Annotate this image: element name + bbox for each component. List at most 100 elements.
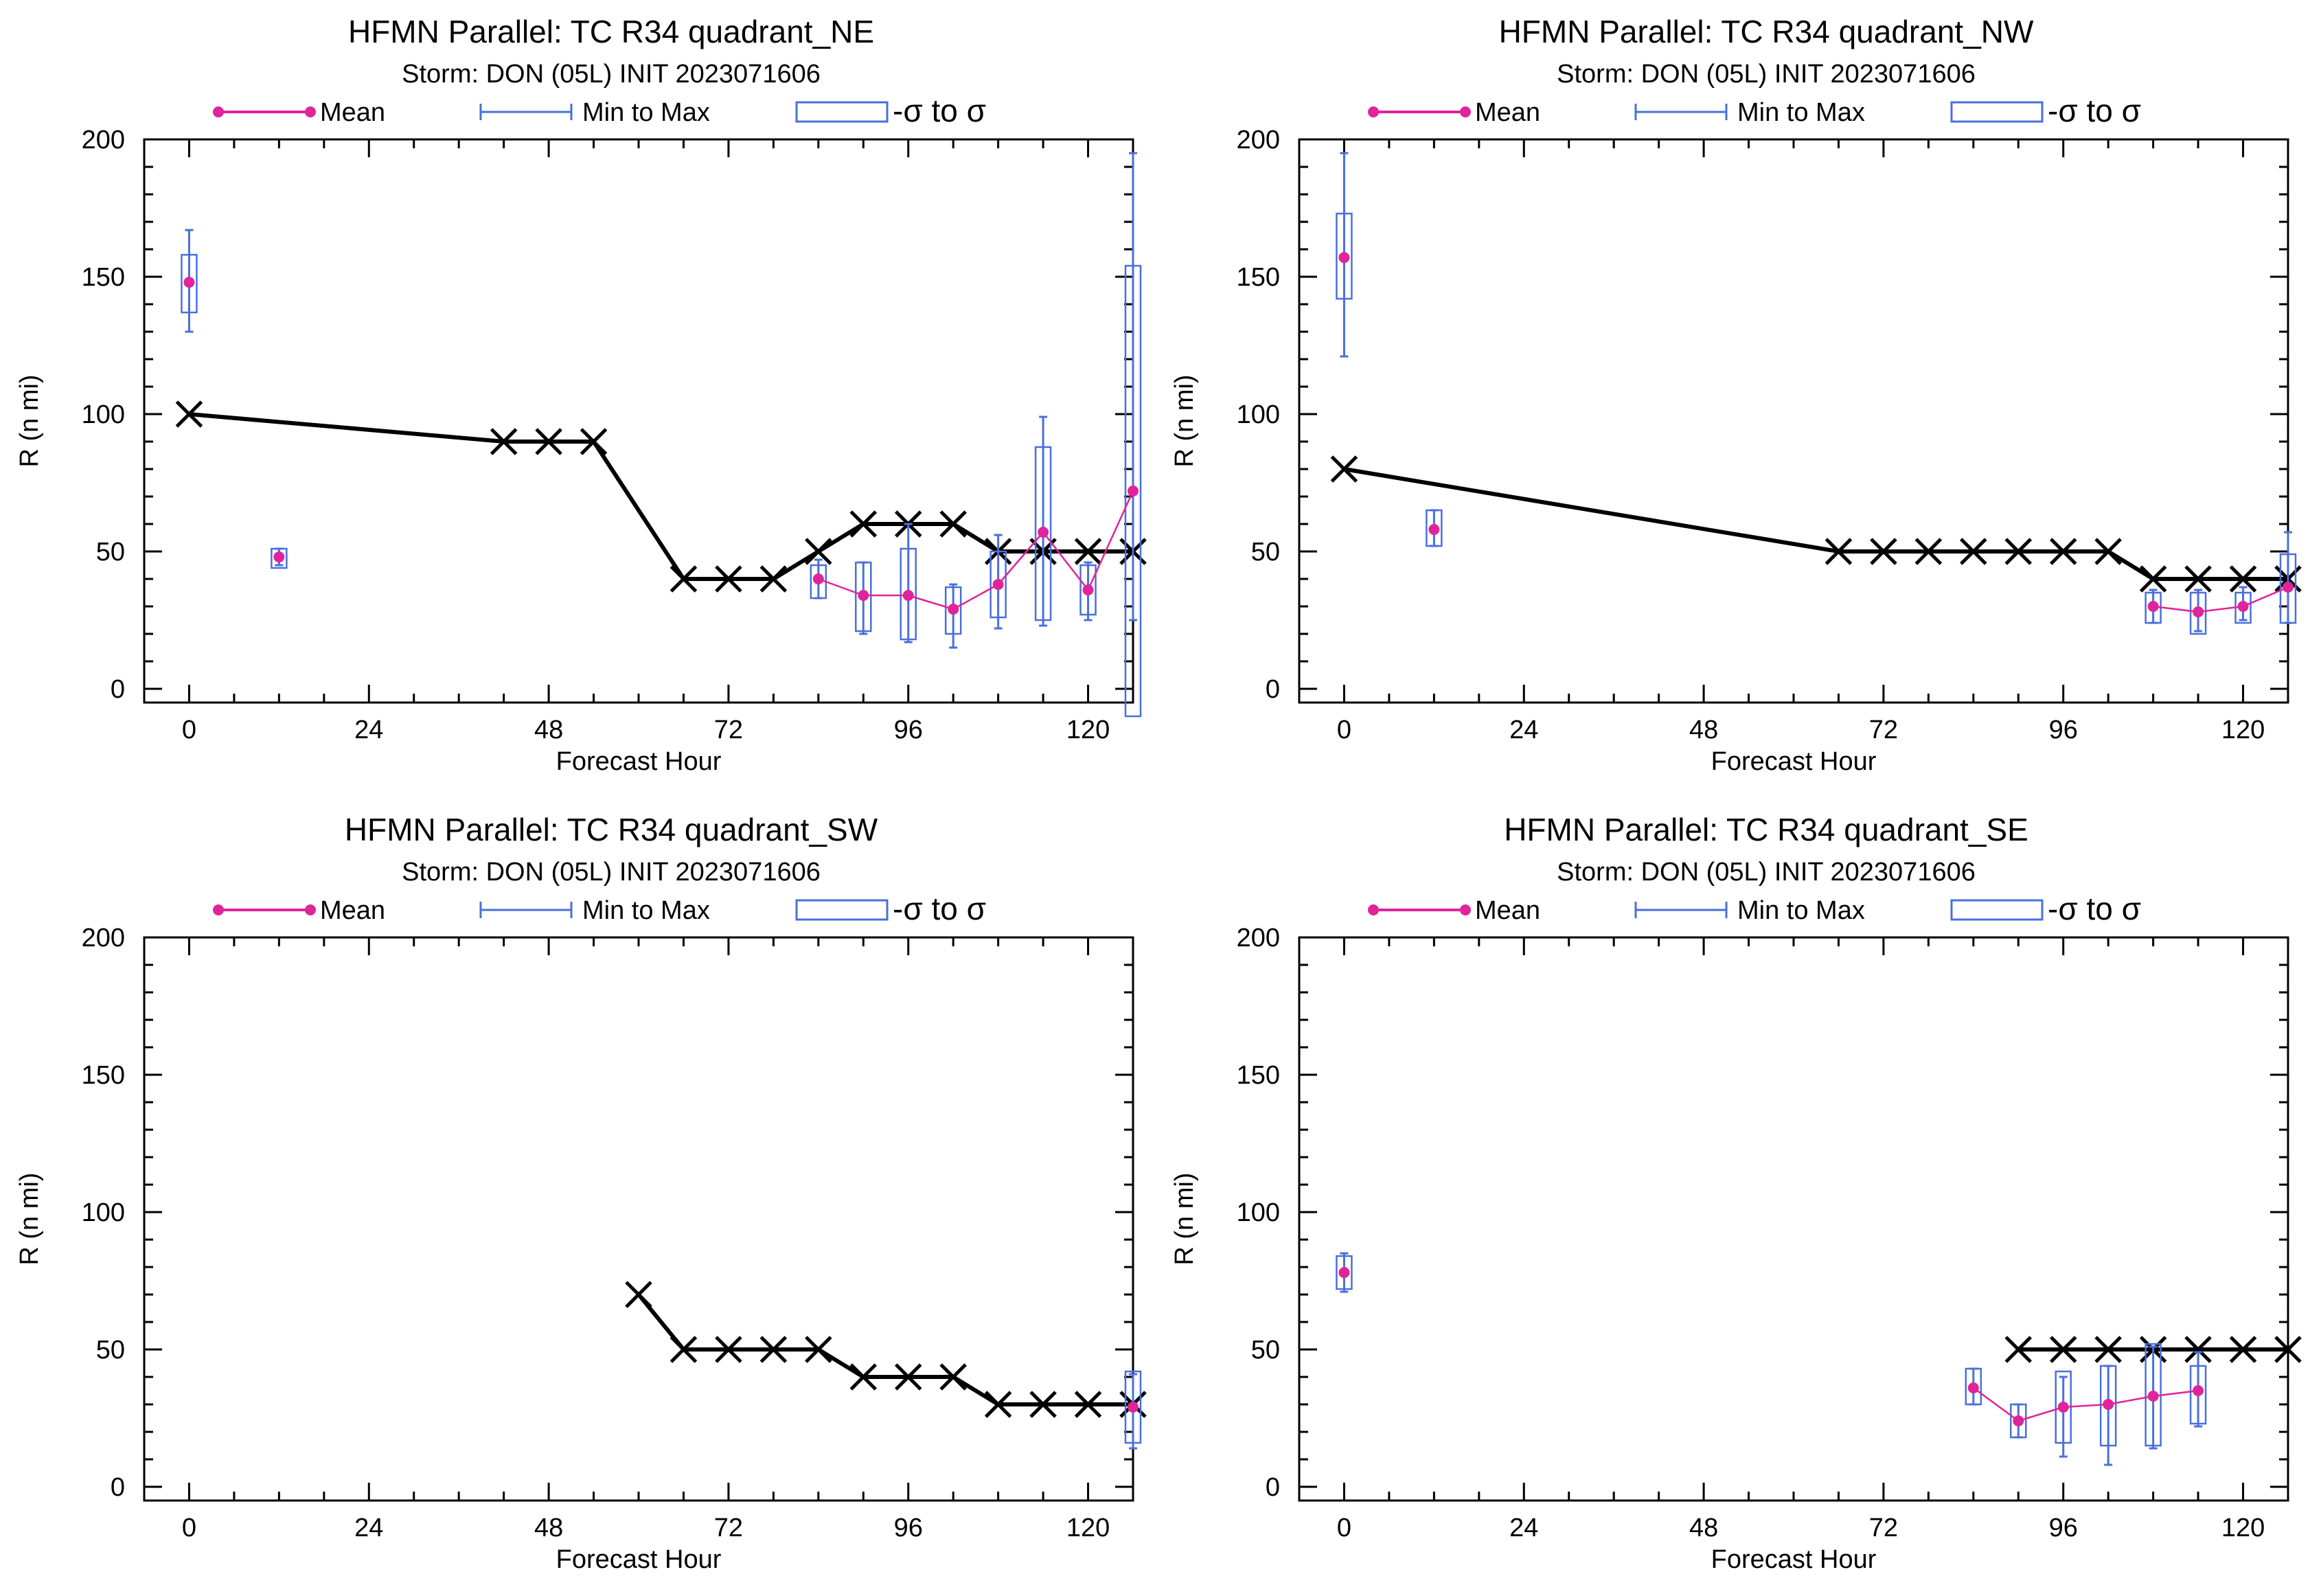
x-tick-label: 0 <box>182 1514 196 1542</box>
chart-panel: HFMN Parallel: TC R34 quadrant_NW Storm: … <box>1155 0 2310 798</box>
mean-marker <box>1082 584 1094 595</box>
observed-x-marker <box>1960 538 1987 565</box>
mean-marker <box>1428 524 1440 535</box>
legend-mean-marker <box>213 904 224 915</box>
mean-marker <box>2147 601 2159 612</box>
legend-mean-label: Mean <box>320 98 385 127</box>
chart-title: HFMN Parallel: TC R34 quadrant_SW <box>345 812 878 847</box>
legend-mean-marker <box>213 106 224 117</box>
mean-marker <box>2237 601 2249 612</box>
y-tick-label: 150 <box>82 1061 125 1090</box>
x-tick-label: 24 <box>354 716 383 744</box>
mean-marker <box>902 590 914 601</box>
observed-x-marker <box>759 565 788 593</box>
y-tick-label: 100 <box>82 400 125 429</box>
legend-sigma-box <box>1950 899 2044 921</box>
observed-x-marker <box>715 565 742 593</box>
observed-x-marker <box>2184 1336 2212 1363</box>
mean-line <box>1042 532 1089 591</box>
x-tick-label: 48 <box>534 716 563 744</box>
observed-x-marker <box>894 1363 922 1391</box>
observed-x-marker <box>984 1391 1012 1418</box>
mean-marker <box>948 604 959 615</box>
observed-x-marker <box>2139 565 2167 593</box>
observed-x-marker <box>580 428 608 455</box>
chart-svg: HFMN Parallel: TC R34 quadrant_SW Storm: … <box>15 812 1147 1574</box>
x-tick-label: 72 <box>1869 1514 1898 1542</box>
mean-marker <box>2013 1415 2024 1426</box>
x-tick-label: 72 <box>1869 716 1898 744</box>
observed-x-marker <box>2049 538 2077 565</box>
observed-x-marker <box>2094 538 2122 565</box>
observed-x-marker <box>849 1363 878 1391</box>
chart-panel: HFMN Parallel: TC R34 quadrant_SE Storm: … <box>1155 798 2310 1596</box>
mean-line <box>2063 1403 2109 1409</box>
x-tick-label: 120 <box>2221 716 2265 744</box>
legend-sigma-label: -σ to σ <box>893 93 986 128</box>
legend-mean-marker <box>1460 106 1471 117</box>
legend-mean-marker <box>1368 106 1379 117</box>
observed-x-marker <box>1914 538 1943 565</box>
observed-x-marker <box>715 1336 742 1363</box>
observed-x-marker <box>490 428 518 455</box>
mean-line <box>997 532 1044 585</box>
x-tick-label: 120 <box>2221 1514 2265 1542</box>
mean-marker <box>858 590 869 601</box>
plot-frame <box>1298 936 2289 1502</box>
y-axis-label: R (n mi) <box>15 1172 44 1265</box>
mean-marker <box>992 579 1004 590</box>
legend-sigma-box <box>795 101 889 123</box>
x-tick-label: 120 <box>1066 1514 1110 1542</box>
x-tick-label: 48 <box>1689 716 1718 744</box>
legend-mean-marker <box>1460 904 1471 915</box>
mean-line <box>1087 490 1134 591</box>
y-tick-label: 100 <box>1237 1198 1280 1227</box>
x-tick-label: 24 <box>1509 1514 1538 1542</box>
observed-x-marker <box>670 565 698 593</box>
y-axis-label: R (n mi) <box>15 374 44 467</box>
legend-sigma-box <box>795 899 889 921</box>
observed-x-marker <box>2229 1336 2257 1363</box>
observed-x-marker <box>1029 1391 1057 1418</box>
legend-sigma-box <box>1950 101 2044 123</box>
chart-subtitle: Storm: DON (05L) INIT 2023071606 <box>1557 858 1976 887</box>
legend-minmax-label: Min to Max <box>1737 98 1865 127</box>
y-axis-label: R (n mi) <box>1170 374 1199 467</box>
observed-x-marker <box>939 510 967 538</box>
chart-subtitle: Storm: DON (05L) INIT 2023071606 <box>402 60 821 89</box>
observed-x-marker <box>759 1336 788 1363</box>
x-tick-label: 48 <box>534 1514 563 1542</box>
chart-panel: HFMN Parallel: TC R34 quadrant_NE Storm: … <box>0 0 1155 798</box>
mean-marker <box>2193 1385 2204 1396</box>
mean-line <box>2243 586 2289 608</box>
observed-x-marker <box>805 538 832 565</box>
x-axis-label: Forecast Hour <box>556 1545 722 1574</box>
mean-marker <box>2193 606 2204 617</box>
observed-x-marker <box>625 1281 652 1308</box>
chart-title: HFMN Parallel: TC R34 quadrant_SE <box>1504 812 2028 847</box>
plot-frame <box>1298 138 2289 704</box>
observed-x-marker <box>1825 538 1853 565</box>
legend-mean-marker <box>1368 904 1379 915</box>
chart-svg: HFMN Parallel: TC R34 quadrant_SE Storm: … <box>1170 812 2302 1574</box>
y-tick-label: 0 <box>111 1473 125 1502</box>
observed-x-marker <box>2229 565 2257 593</box>
observed-x-marker <box>1074 538 1102 565</box>
observed-x-marker <box>2094 1336 2122 1363</box>
observed-x-marker <box>849 510 878 538</box>
mean-marker <box>273 551 285 562</box>
x-tick-label: 120 <box>1066 716 1110 744</box>
y-tick-label: 100 <box>82 1198 125 1227</box>
mean-marker <box>2103 1399 2114 1410</box>
mean-line <box>2153 605 2199 613</box>
x-tick-label: 0 <box>1337 1514 1351 1542</box>
observed-x-marker <box>1074 1391 1102 1418</box>
chart-title: HFMN Parallel: TC R34 quadrant_NW <box>1499 14 2034 49</box>
mean-line <box>952 583 999 611</box>
mean-marker <box>1338 1267 1350 1278</box>
legend-sigma-label: -σ to σ <box>2048 891 2141 926</box>
mean-marker <box>183 277 195 288</box>
legend-sigma-label: -σ to σ <box>2048 93 2141 128</box>
chart-svg: HFMN Parallel: TC R34 quadrant_NW Storm: … <box>1170 14 2302 776</box>
mean-line <box>2153 1389 2199 1398</box>
